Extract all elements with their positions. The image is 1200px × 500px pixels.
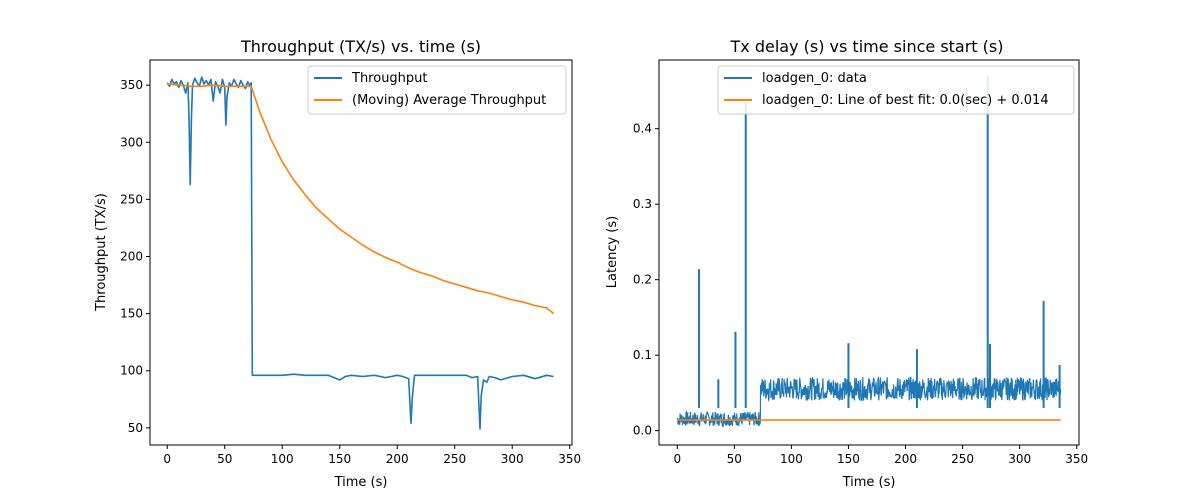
legend-label-best-fit: loadgen_0: Line of best fit: 0.0(sec) + … (762, 93, 1049, 108)
x-tick-label: 50 (727, 452, 742, 466)
y-tick-label: 0.4 (633, 122, 652, 136)
x-tick-label: 100 (271, 452, 294, 466)
x-tick-label: 0 (163, 452, 171, 466)
y-tick-label: 100 (120, 364, 143, 378)
plot-area (166, 76, 555, 430)
x-axis-label: Time (s) (334, 475, 388, 490)
y-tick-label: 350 (120, 78, 143, 92)
x-tick-label: 50 (217, 452, 232, 466)
series-line-data (676, 376, 1062, 429)
x-axis: 0 50 100 150 200 250 300 350 (673, 445, 1088, 466)
latency-chart: Tx delay (s) vs time since start (s) 0 50… (605, 37, 1088, 490)
y-tick-label: 0.3 (633, 197, 652, 211)
x-tick-label: 350 (558, 452, 581, 466)
x-tick-label: 100 (780, 452, 803, 466)
legend-box (717, 65, 1075, 115)
x-tick-label: 0 (673, 452, 681, 466)
y-tick-label: 250 (120, 192, 143, 206)
x-tick-label: 250 (443, 452, 466, 466)
y-tick-label: 200 (120, 249, 143, 263)
y-axis: 0.0 0.1 0.2 0.3 0.4 (633, 122, 659, 438)
y-tick-label: 0.2 (633, 273, 652, 287)
legend-label-average: (Moving) Average Throughput (352, 93, 546, 108)
x-tick-label: 200 (386, 452, 409, 466)
x-tick-label: 250 (951, 452, 974, 466)
x-tick-label: 150 (837, 452, 860, 466)
y-tick-label: 300 (120, 135, 143, 149)
series-line-0 (166, 76, 554, 430)
legend: Throughput (Moving) Average Throughput (307, 65, 567, 115)
plot-frame (149, 59, 573, 446)
series-line-1 (167, 83, 555, 315)
x-tick-label: 150 (328, 452, 351, 466)
x-axis-label: Time (s) (842, 475, 896, 490)
x-tick-label: 350 (1065, 452, 1088, 466)
x-tick-label: 300 (501, 452, 524, 466)
y-axis-label: Latency (s) (605, 216, 620, 288)
y-axis-label: Throughput (TX/s) (94, 193, 109, 312)
legend-label-data: loadgen_0: data (762, 71, 867, 86)
legend-box (307, 65, 567, 115)
x-axis: 0 50 100 150 200 250 300 350 (163, 445, 581, 466)
y-tick-label: 0.0 (633, 424, 652, 438)
plot-frame (658, 59, 1080, 446)
legend-label-throughput: Throughput (351, 71, 428, 86)
x-tick-label: 300 (1008, 452, 1031, 466)
x-tick-label: 200 (894, 452, 917, 466)
y-tick-label: 50 (128, 421, 143, 435)
y-tick-label: 150 (120, 307, 143, 321)
chart-title: Tx delay (s) vs time since start (s) (730, 37, 1004, 56)
chart-title: Throughput (TX/s) vs. time (s) (240, 37, 481, 56)
y-axis: 50 100 150 200 250 300 350 (120, 78, 150, 435)
throughput-chart: Throughput (TX/s) vs. time (s) 0 50 100 150… (94, 37, 581, 490)
plot-area (676, 75, 1062, 429)
legend: loadgen_0: data loadgen_0: Line of best … (717, 65, 1075, 115)
y-tick-label: 0.1 (633, 348, 652, 362)
